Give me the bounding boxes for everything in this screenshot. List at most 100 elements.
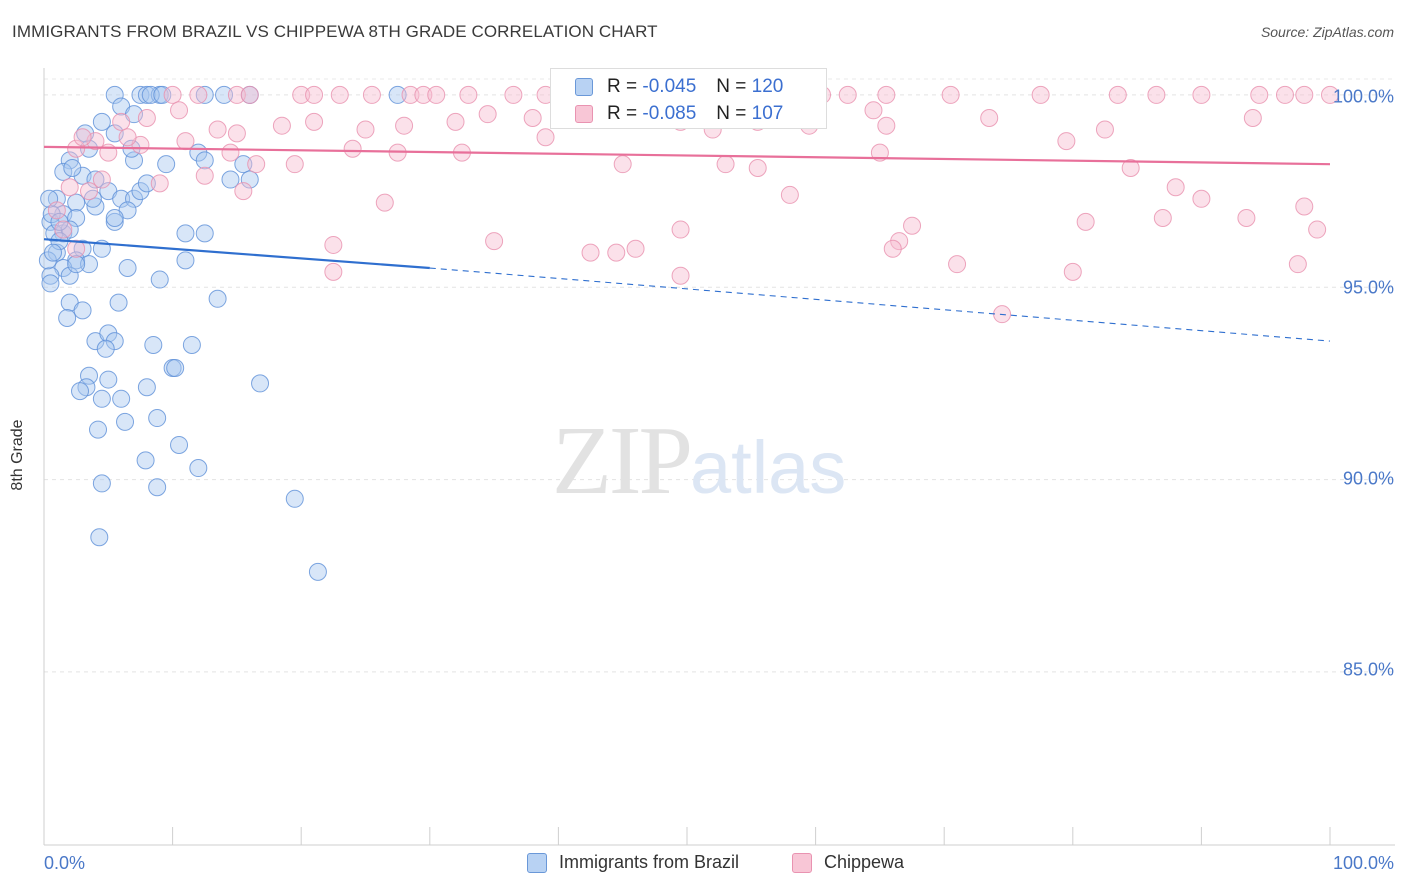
data-point: [67, 139, 86, 158]
data-point: [182, 335, 201, 354]
r-label: R =: [607, 103, 638, 124]
data-point: [1288, 255, 1307, 274]
data-point: [330, 85, 349, 104]
n-value: 120: [751, 76, 784, 97]
data-point: [60, 178, 79, 197]
data-point: [227, 85, 246, 104]
data-point: [1153, 209, 1172, 228]
data-point: [112, 389, 131, 408]
data-point: [67, 209, 86, 228]
data-point: [137, 109, 156, 128]
data-point: [870, 143, 889, 162]
data-point: [780, 185, 799, 204]
data-point: [112, 112, 131, 131]
data-point: [125, 189, 144, 208]
legend-item-chippewa[interactable]: Chippewa: [792, 852, 904, 873]
data-point: [166, 359, 185, 378]
data-point: [73, 128, 92, 147]
data-point: [1121, 159, 1140, 178]
data-point: [948, 255, 967, 274]
n-label: N =: [716, 103, 747, 124]
data-point: [941, 85, 960, 104]
data-point: [221, 170, 240, 189]
data-point: [105, 209, 124, 228]
data-point: [170, 435, 189, 454]
data-point: [144, 335, 163, 354]
data-point: [137, 378, 156, 397]
data-point: [150, 270, 169, 289]
data-point: [1295, 197, 1314, 216]
data-point: [247, 155, 266, 174]
data-point: [153, 85, 172, 104]
data-point: [131, 85, 150, 104]
series-brazil-points: [38, 85, 407, 581]
data-point: [459, 85, 478, 104]
stats-legend-row-chippewa: R = -0.085 N = 107: [575, 102, 783, 126]
data-point: [92, 112, 111, 131]
data-point: [195, 151, 214, 170]
data-point: [1031, 85, 1050, 104]
data-point: [1237, 209, 1256, 228]
trend-line-brazil: [43, 238, 430, 270]
x-tick-label-min: 0.0%: [44, 853, 86, 873]
data-point: [99, 370, 118, 389]
data-point: [92, 389, 111, 408]
data-point: [1243, 109, 1262, 128]
data-point: [148, 409, 167, 428]
data-point: [67, 255, 86, 274]
data-point: [112, 189, 131, 208]
data-point: [80, 139, 99, 158]
data-point: [118, 259, 137, 278]
stats-legend: R = -0.045 N = 120 R = -0.085 N = 107: [550, 68, 827, 129]
data-point: [240, 85, 259, 104]
data-point: [150, 174, 169, 193]
stats-legend-row-brazil: R = -0.045 N = 120: [575, 75, 783, 99]
data-point: [1076, 212, 1095, 231]
data-point: [305, 85, 324, 104]
data-point: [980, 109, 999, 128]
data-point: [375, 193, 394, 212]
data-point: [1166, 178, 1185, 197]
data-point: [285, 489, 304, 508]
legend-item-brazil[interactable]: Immigrants from Brazil: [527, 852, 739, 873]
data-point: [1063, 262, 1082, 281]
data-point: [1192, 189, 1211, 208]
data-point: [63, 159, 82, 178]
chart-title: IMMIGRANTS FROM BRAZIL VS CHIPPEWA 8TH G…: [12, 22, 658, 41]
n-value: 107: [751, 103, 784, 124]
n-label: N =: [716, 76, 747, 97]
data-point: [189, 459, 208, 478]
data-point: [80, 255, 99, 274]
data-point: [116, 412, 135, 431]
data-point: [41, 266, 60, 285]
data-point: [137, 174, 156, 193]
data-point: [1275, 85, 1294, 104]
data-point: [536, 128, 555, 147]
data-point: [395, 116, 414, 135]
data-point: [208, 120, 227, 139]
chippewa-swatch: [575, 105, 593, 123]
data-point: [292, 85, 311, 104]
trend-lines: [43, 145, 1331, 342]
data-point: [613, 155, 632, 174]
data-point: [73, 301, 92, 320]
data-point: [58, 309, 77, 328]
trend-line-chippewa: [43, 145, 1331, 166]
data-point: [105, 332, 124, 351]
data-point: [864, 101, 883, 120]
data-point: [883, 239, 902, 258]
data-point: [1250, 85, 1269, 104]
data-point: [90, 528, 109, 547]
data-point: [60, 220, 79, 239]
data-point: [67, 239, 86, 258]
watermark: ZIPatlas: [552, 407, 847, 515]
data-point: [1108, 85, 1127, 104]
data-point: [86, 170, 105, 189]
data-point: [41, 274, 60, 293]
data-point: [324, 262, 343, 281]
data-point: [485, 232, 504, 251]
data-point: [189, 85, 208, 104]
data-point: [388, 85, 407, 104]
data-point: [92, 474, 111, 493]
data-point: [54, 162, 73, 181]
